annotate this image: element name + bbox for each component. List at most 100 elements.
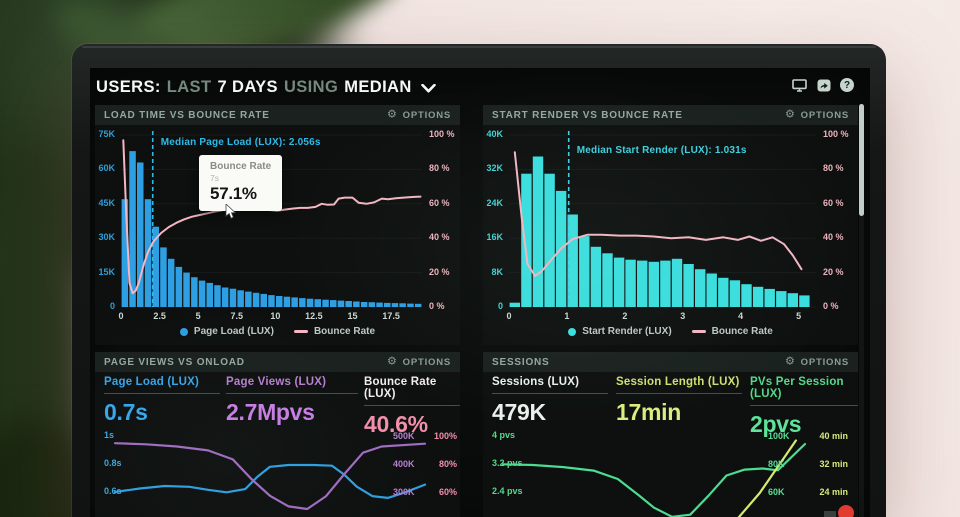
page-views-onload-chart[interactable]: 1s 0.8s 0.6s 500K 100% 400K 80% 300K 60% xyxy=(95,352,460,517)
panel-header: SESSIONS ⚙ OPTIONS xyxy=(483,352,858,372)
histogram-bar[interactable] xyxy=(637,260,648,307)
histogram-bar[interactable] xyxy=(718,277,729,307)
median-annotation: Median Page Load (LUX): 2.056s xyxy=(160,137,321,148)
histogram-bar[interactable] xyxy=(337,300,345,307)
histogram-bar[interactable] xyxy=(160,247,167,307)
metric-divider xyxy=(616,393,742,394)
series-line[interactable] xyxy=(113,463,427,500)
histogram-bar[interactable] xyxy=(625,259,636,307)
histogram-bar[interactable] xyxy=(152,226,160,307)
scrollbar[interactable] xyxy=(859,104,864,216)
histogram-bar[interactable] xyxy=(567,214,578,308)
histogram-bar[interactable] xyxy=(283,296,291,307)
scrollbar-track[interactable] xyxy=(859,104,864,517)
series-line[interactable] xyxy=(113,442,427,511)
histogram-bar[interactable] xyxy=(276,296,283,307)
histogram-bar[interactable] xyxy=(407,303,414,307)
histogram-bar[interactable] xyxy=(198,280,206,307)
histogram-bar[interactable] xyxy=(237,290,244,307)
histogram-bar[interactable] xyxy=(671,258,683,307)
histogram-bar[interactable] xyxy=(532,156,544,308)
histogram-bar[interactable] xyxy=(191,277,198,307)
histogram-bar[interactable] xyxy=(137,162,144,308)
help-icon[interactable]: ? xyxy=(840,78,854,92)
histogram-bar[interactable] xyxy=(260,293,268,307)
page-title-dropdown[interactable]: USERS: LAST 7 DAYS USING MEDIAN xyxy=(96,77,436,98)
histogram-bar[interactable] xyxy=(306,298,314,307)
histogram-bar[interactable] xyxy=(314,299,322,307)
y-axis-tick-left: 30K xyxy=(98,232,115,243)
histogram-bar[interactable] xyxy=(384,302,391,307)
histogram-bar[interactable] xyxy=(330,300,337,307)
options-button[interactable]: ⚙ OPTIONS xyxy=(387,109,451,121)
histogram-bar[interactable] xyxy=(360,302,368,307)
histogram-bar[interactable] xyxy=(229,288,237,307)
y-axis-tick-left: 8K xyxy=(491,266,503,277)
histogram-bar[interactable] xyxy=(509,302,520,307)
panel-header: START RENDER VS BOUNCE RATE ⚙ OPTIONS xyxy=(483,105,858,125)
histogram-bar[interactable] xyxy=(729,280,741,307)
histogram-bar[interactable] xyxy=(414,303,422,307)
histogram-bar[interactable] xyxy=(376,302,383,307)
x-axis-tick: 10 xyxy=(270,311,281,321)
histogram-bar[interactable] xyxy=(167,258,175,307)
histogram-bar[interactable] xyxy=(613,257,625,307)
panel-title: PAGE VIEWS VS ONLOAD xyxy=(104,356,245,368)
options-label: OPTIONS xyxy=(800,356,849,368)
tick-primary: 300K xyxy=(393,487,415,497)
histogram-bar[interactable] xyxy=(764,288,775,307)
histogram-bar[interactable] xyxy=(299,298,306,307)
histogram-bar[interactable] xyxy=(706,273,717,308)
y-axis-tick-left: 16K xyxy=(486,232,503,243)
options-button[interactable]: ⚙ OPTIONS xyxy=(785,356,849,368)
histogram-bar[interactable] xyxy=(776,291,787,307)
chart-legend: Page Load (LUX) Bounce Rate xyxy=(95,326,460,337)
histogram-bar[interactable] xyxy=(787,293,798,307)
histogram-bar[interactable] xyxy=(544,173,555,307)
y-axis-tick-left: 0 xyxy=(109,301,115,311)
histogram-bar[interactable] xyxy=(129,151,136,307)
histogram-bar[interactable] xyxy=(221,287,229,308)
options-button[interactable]: ⚙ OPTIONS xyxy=(387,356,451,368)
histogram-bar[interactable] xyxy=(752,286,764,307)
histogram-bar[interactable] xyxy=(368,302,376,307)
histogram-bar[interactable] xyxy=(345,301,352,307)
histogram-bar[interactable] xyxy=(648,261,659,307)
histogram-bar[interactable] xyxy=(521,173,532,307)
bounce-rate-line[interactable] xyxy=(513,151,803,277)
load-time-chart[interactable]: 75K 60K 45K 30K 15K 0 100 % 80 % 60 % 40 % 20 % 0 %… xyxy=(95,105,460,345)
histogram-bar[interactable] xyxy=(268,295,275,307)
histogram-bar[interactable] xyxy=(695,269,706,307)
series-line[interactable] xyxy=(501,442,807,517)
histogram-bar[interactable] xyxy=(799,295,810,307)
histogram-bar[interactable] xyxy=(206,282,214,307)
histogram-bar[interactable] xyxy=(121,199,129,307)
histogram-bar[interactable] xyxy=(660,260,671,307)
histogram-bar[interactable] xyxy=(252,292,260,307)
histogram-bar[interactable] xyxy=(214,285,221,307)
options-button[interactable]: ⚙ OPTIONS xyxy=(785,109,849,121)
y-axis-tick-left: 45K xyxy=(98,197,115,208)
histogram-bar[interactable] xyxy=(353,301,360,308)
histogram-bar[interactable] xyxy=(602,253,613,308)
histogram-bar[interactable] xyxy=(322,299,329,307)
histogram-bar[interactable] xyxy=(399,303,406,307)
histogram-bar[interactable] xyxy=(741,284,752,307)
histogram-bar[interactable] xyxy=(291,297,298,307)
histogram-bar[interactable] xyxy=(391,303,399,307)
histogram-bar[interactable] xyxy=(175,266,183,307)
start-render-chart[interactable]: 40K 32K 24K 16K 8K 0 100 % 80 % 60 % 40 % 20 % 0 % 0… xyxy=(483,105,858,345)
histogram-bar[interactable] xyxy=(579,236,590,307)
laptop: USERS: LAST 7 DAYS USING MEDIAN xyxy=(72,44,886,517)
histogram-bar[interactable] xyxy=(183,272,190,307)
y-axis-tick-left: 0 xyxy=(497,301,503,311)
share-icon[interactable] xyxy=(816,78,831,92)
x-axis-tick: 15 xyxy=(347,311,358,321)
metric-value: 0.7s xyxy=(104,399,148,425)
y-axis-tick-right: 100 % xyxy=(429,129,455,139)
histogram-bar[interactable] xyxy=(245,291,252,307)
histogram-bar[interactable] xyxy=(683,264,694,307)
series-line[interactable] xyxy=(714,439,797,517)
display-icon[interactable] xyxy=(792,78,807,92)
histogram-bar[interactable] xyxy=(590,246,602,307)
